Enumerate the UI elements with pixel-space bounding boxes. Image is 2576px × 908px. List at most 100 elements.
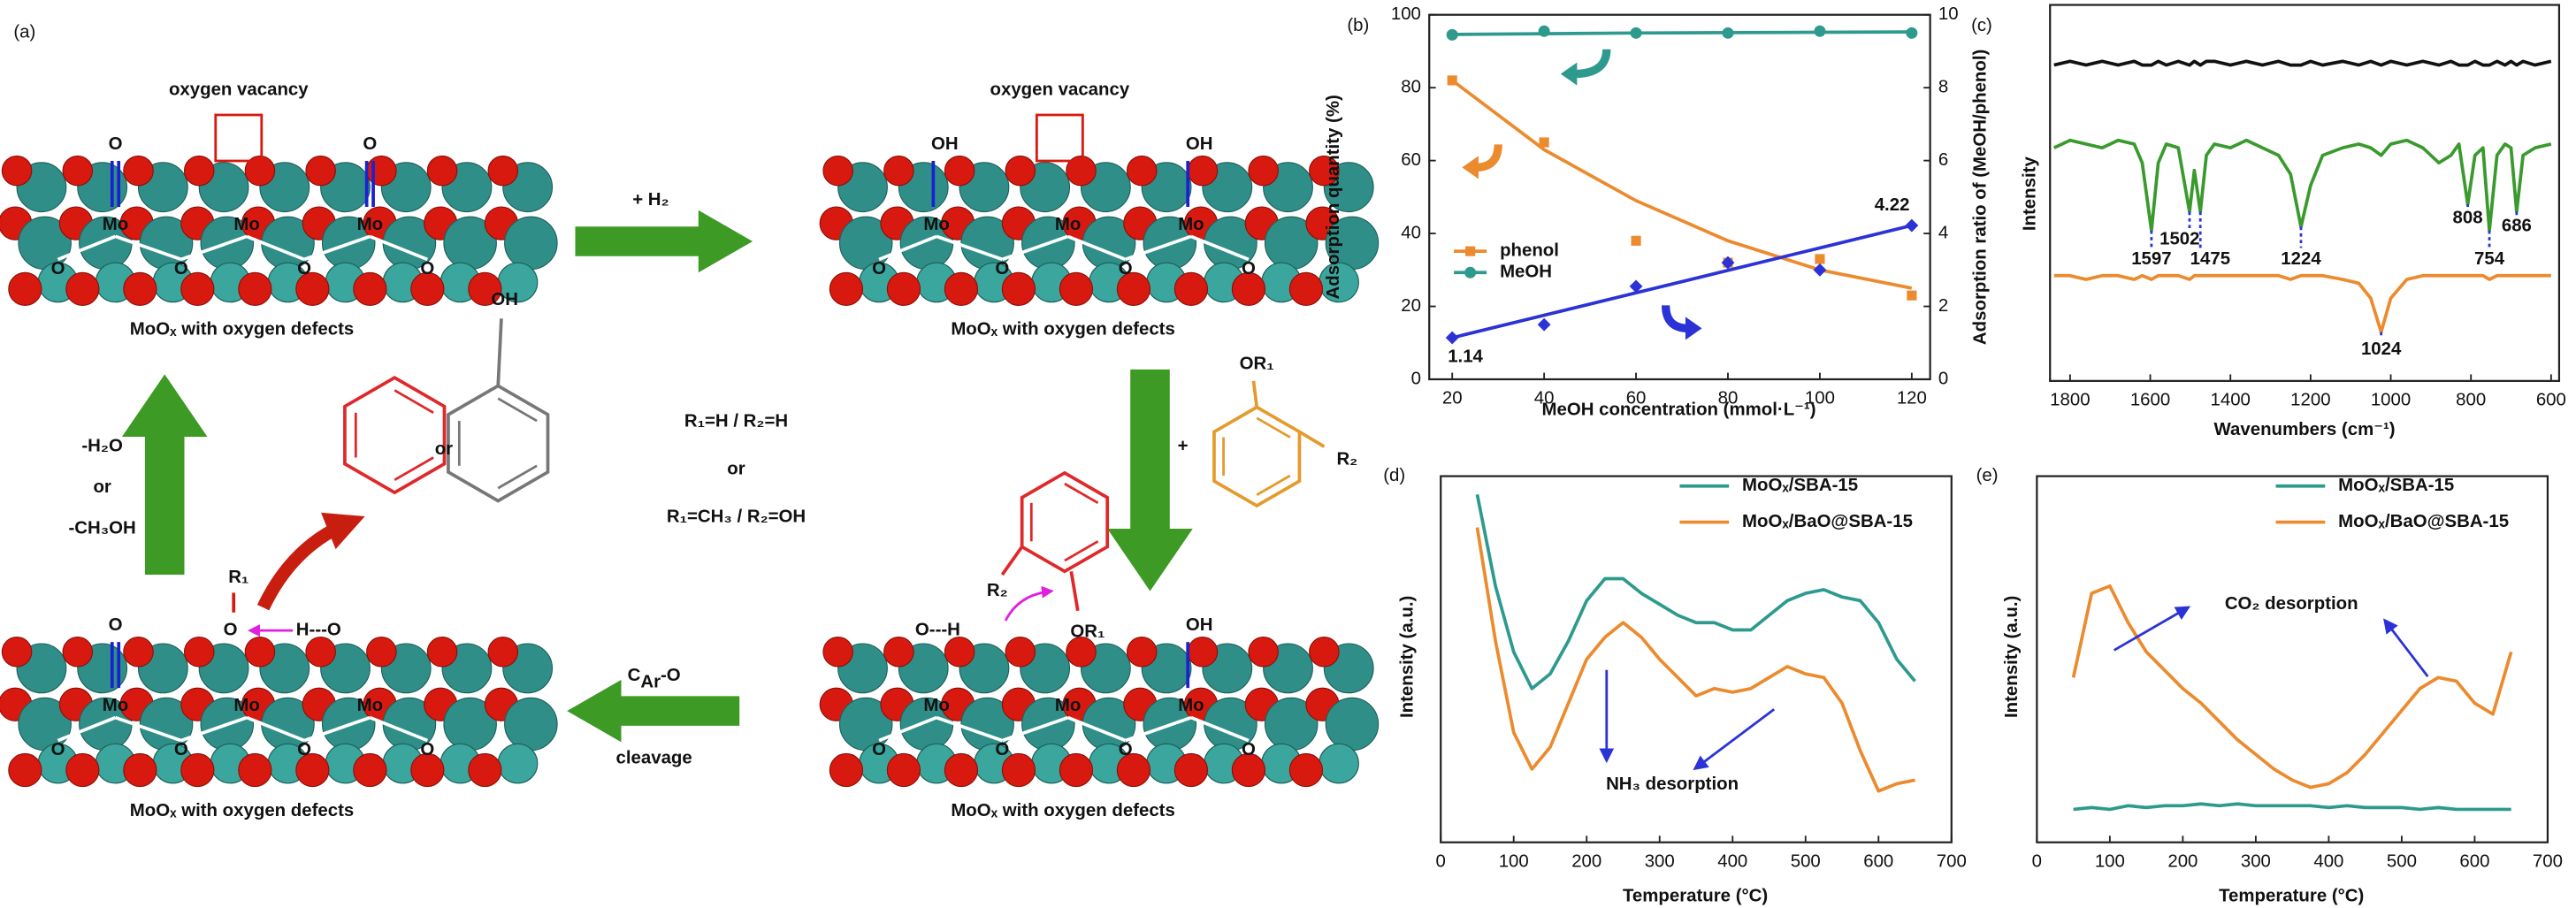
peak-label: 1475	[2190, 249, 2230, 269]
atom-label: Mo	[103, 215, 128, 234]
plot-frame	[1440, 475, 1953, 843]
panel-label: (c)	[1971, 16, 1992, 35]
data-point	[1539, 137, 1549, 148]
cleavage-label: cleavage	[616, 748, 692, 767]
h-bond-arrow	[1004, 585, 1054, 622]
y-tick-label: 40	[1401, 223, 1421, 242]
y2-axis-label: Adsorption ratio of (MeOH/phenol)	[1971, 50, 1991, 345]
x-tick-label: 100	[1499, 851, 1529, 871]
axis-pointer	[1573, 49, 1611, 79]
x-tick-label: 600	[2536, 391, 2566, 410]
atom-label: O	[174, 259, 188, 279]
bond	[180, 715, 248, 743]
data-point	[1722, 27, 1734, 39]
atom	[1001, 752, 1036, 788]
atom-label: Mo	[1055, 215, 1081, 234]
atom	[8, 271, 42, 306]
panel-label: (a)	[13, 23, 35, 42]
x-tick-label: 300	[1645, 851, 1675, 871]
x-tick-label: 700	[2533, 851, 2563, 871]
bond	[1298, 430, 1326, 448]
atom	[1319, 743, 1359, 784]
atom	[1288, 271, 1324, 306]
atom	[1248, 155, 1279, 187]
data-point	[1629, 279, 1643, 294]
adsorbate-label: O---H	[915, 621, 960, 640]
panel-label: (e)	[1976, 466, 1999, 485]
adsorbate-label: R₂	[987, 581, 1008, 600]
atom	[65, 271, 100, 306]
bond	[1066, 234, 1127, 262]
y-axis-label: Intensity (a.u.)	[2002, 596, 2022, 718]
atom	[1288, 752, 1324, 788]
legend-label: MoOₓ/BaO@SBA-15	[1742, 512, 1913, 531]
atom-label: Mo	[233, 215, 259, 234]
legend-label: phenol	[1500, 241, 1559, 261]
adsorbate-label: O	[224, 621, 238, 640]
atom	[123, 752, 157, 788]
y2-tick-label: 6	[1938, 150, 1948, 170]
atom-label: Mo	[923, 696, 949, 715]
axis-pointer	[1685, 317, 1702, 340]
atom	[244, 637, 276, 668]
atom	[366, 155, 397, 187]
vacancy-label: oxygen vacancy	[169, 80, 309, 100]
data-line	[1475, 493, 1916, 691]
atom	[1126, 155, 1158, 187]
x-tick-label: 100	[1805, 389, 1835, 408]
legend-swatch	[1464, 266, 1477, 279]
atom	[1173, 271, 1209, 306]
atom-label: Mo	[1055, 696, 1081, 715]
data-point	[1538, 25, 1550, 37]
bond	[1125, 234, 1192, 262]
reaction-arrow	[575, 210, 753, 273]
data-line	[2053, 59, 2552, 67]
atom	[944, 271, 979, 306]
atom	[1005, 637, 1036, 668]
bond	[878, 234, 937, 262]
atom	[238, 271, 272, 306]
atom	[1, 155, 33, 187]
data-line	[1475, 527, 1915, 793]
bond	[246, 234, 305, 262]
atom	[883, 155, 914, 187]
panel-label: (d)	[1383, 466, 1405, 485]
x-tick-label: 1400	[2211, 391, 2251, 410]
x-tick-label: 100	[2095, 851, 2125, 871]
atom-label: Mo	[923, 215, 949, 234]
adsorbate-ring	[1064, 540, 1099, 562]
x-tick-label: 1000	[2371, 391, 2411, 410]
atom-label: O	[420, 259, 434, 279]
data-point	[1813, 263, 1827, 277]
atom	[62, 637, 94, 668]
slab-caption: MoOₓ with oxygen defects	[951, 801, 1175, 820]
reagent-label: +	[1178, 437, 1189, 456]
atom	[1126, 637, 1158, 668]
reactant-ring	[1256, 474, 1291, 496]
data-line	[2073, 802, 2511, 812]
bond	[1069, 570, 1080, 612]
x-tick-label: 0	[2032, 851, 2042, 871]
x-tick-label: 120	[1897, 389, 1927, 408]
atom	[244, 155, 276, 187]
atom-label: O	[297, 740, 311, 759]
atom	[1187, 637, 1219, 668]
vacancy-label: oxygen vacancy	[990, 80, 1130, 100]
fit-line	[1451, 224, 1913, 340]
reaction-arrow	[121, 374, 208, 575]
atom	[305, 155, 336, 187]
y2-tick-label: 8	[1938, 78, 1948, 97]
product-ring	[343, 375, 447, 495]
x-axis-label: Temperature (°C)	[2219, 886, 2364, 905]
data-point	[1905, 218, 1919, 233]
data-label: 1.14	[1448, 347, 1483, 367]
atom	[944, 752, 979, 788]
vacancy-box	[214, 113, 264, 163]
adsorbate-ring	[1020, 470, 1110, 574]
data-point	[1907, 290, 1917, 301]
atom	[8, 752, 42, 788]
annotation-arrow	[2113, 606, 2191, 652]
y2-tick-label: 2	[1938, 296, 1948, 316]
atom	[410, 752, 445, 788]
atom	[883, 637, 914, 668]
